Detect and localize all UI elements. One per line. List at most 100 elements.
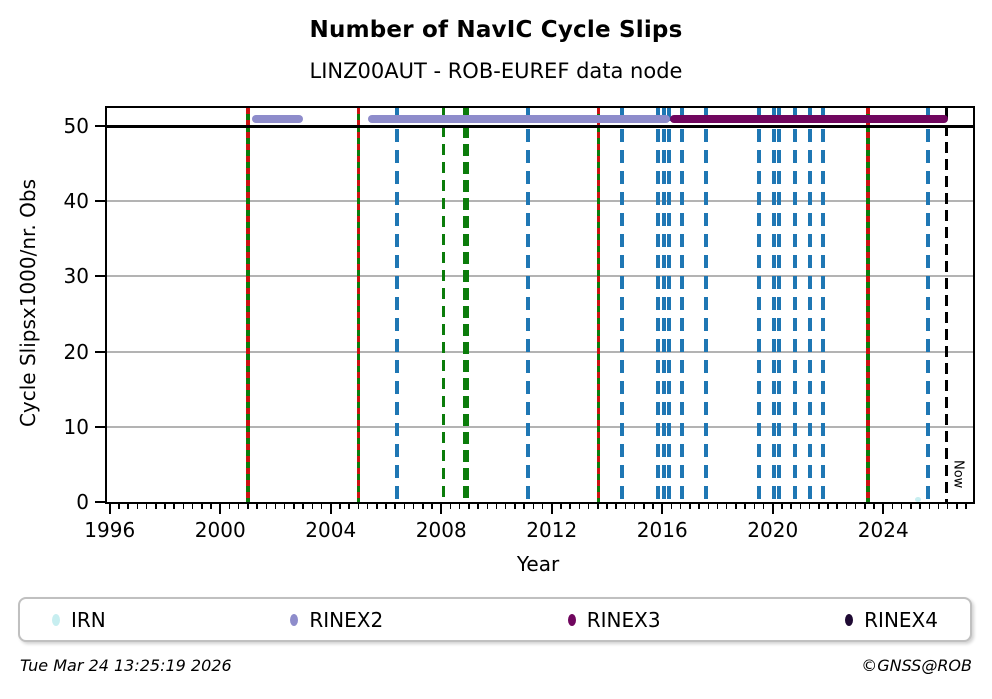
x-minor-tick [376,502,378,509]
x-major-tick [882,502,885,514]
event-line-green-red [596,108,601,502]
x-minor-tick [762,502,765,509]
event-line-green-red [356,108,361,502]
x-major-tick [771,502,774,514]
y-major-tick [95,125,107,128]
x-minor-tick [633,502,636,509]
x-minor-tick [753,502,756,509]
x-minor-tick [615,502,617,509]
legend-label-rinex3: RINEX3 [586,607,661,632]
event-line-blue-dashed [620,108,624,502]
x-minor-tick [799,502,802,509]
legend-item-rinex4: RINEX4 [845,608,938,632]
plot-area: 1996 2000 2004 2008 2012 2016 2020 2024 0 10 20 30 4… [64,106,975,542]
event-line-blue-dashed [926,108,930,502]
x-minor-tick [744,502,746,509]
legend-item-rinex3: RINEX3 [567,607,661,632]
x-minor-tick [569,502,571,509]
legend-item-irn: IRN [52,608,106,632]
y-tick-label: 0 [76,490,89,514]
rinex3-marker-icon [567,613,576,626]
event-line-green-red [866,108,870,502]
x-minor-tick [643,502,645,509]
x-minor-tick [422,502,424,509]
event-line-blue-dashed [757,108,761,502]
x-major-tick [329,502,332,514]
irn-marker-icon [52,613,60,626]
rinex4-marker-icon [845,613,854,626]
rinex2-marker-icon [290,613,299,626]
x-minor-tick [118,502,120,509]
y-tick-label: 30 [63,264,89,289]
x-minor-tick [173,502,175,509]
y-tick-label: 10 [63,414,89,439]
x-minor-tick [541,502,544,509]
x-minor-tick [725,502,728,509]
x-major-tick [108,502,111,514]
x-minor-tick [808,502,811,509]
y-major-tick [95,275,107,278]
credit-text: ©GNSS@ROB [861,656,972,675]
x-minor-tick [689,502,691,509]
x-minor-tick [320,502,323,509]
y-major-tick [95,350,107,353]
x-minor-tick [366,502,369,509]
chart-subtitle: LINZ00AUT - ROB-EUREF data node [309,59,683,83]
x-minor-tick [191,502,194,509]
x-minor-tick [311,502,314,509]
x-minor-tick [339,502,341,509]
x-minor-tick [698,502,700,509]
x-tick-label: 1996 [84,518,136,542]
x-minor-tick [449,502,452,509]
event-line-blue-dashed [680,108,684,502]
x-minor-tick [928,502,930,509]
gridline-y20 [107,350,973,353]
y-tick-label: 40 [63,189,89,214]
event-line-blue-dashed [662,108,666,502]
x-minor-tick [256,502,258,509]
rinex2-band [251,115,304,124]
x-minor-tick [716,502,719,509]
event-line-black-dashed [945,108,948,502]
x-minor-tick [670,502,673,509]
rinex3-band [670,115,948,124]
irn-point [915,497,922,503]
x-minor-tick [587,502,590,509]
now-annotation: Now [950,459,966,489]
x-minor-tick [394,502,396,509]
x-minor-tick [790,502,792,509]
x-minor-tick [182,502,185,509]
x-minor-tick [900,502,903,509]
event-line-blue-dashed [656,108,660,502]
event-line-green-dashed-thin [442,108,446,502]
event-line-blue-dashed [704,108,708,502]
x-major-tick [661,502,664,514]
x-minor-tick [283,502,286,509]
timestamp-text: Tue Mar 24 13:25:19 2026 [20,656,232,675]
x-minor-tick [735,502,737,509]
y-major-tick [95,425,107,428]
event-line-blue-dashed [793,108,797,502]
legend-label-rinex2: RINEX2 [309,607,384,632]
x-minor-tick [127,502,129,509]
x-minor-tick [486,502,489,509]
x-minor-tick [606,502,608,509]
x-minor-tick [836,502,838,509]
x-minor-tick [504,502,507,509]
x-minor-tick [781,502,783,509]
event-line-blue-dashed [777,108,781,502]
y-tick-label: 50 [63,114,89,139]
y-major-tick [95,200,107,203]
x-minor-tick [679,502,682,509]
gridline-y30 [107,275,973,278]
x-minor-tick [145,502,148,509]
x-minor-tick [956,502,958,509]
legend-label-rinex4: RINEX4 [864,607,938,632]
gridline-y10 [107,425,973,428]
x-major-tick [550,502,553,514]
x-minor-tick [403,502,406,509]
x-minor-tick [965,502,967,509]
x-tick-label: 2008 [415,518,467,542]
x-minor-tick [265,502,268,509]
